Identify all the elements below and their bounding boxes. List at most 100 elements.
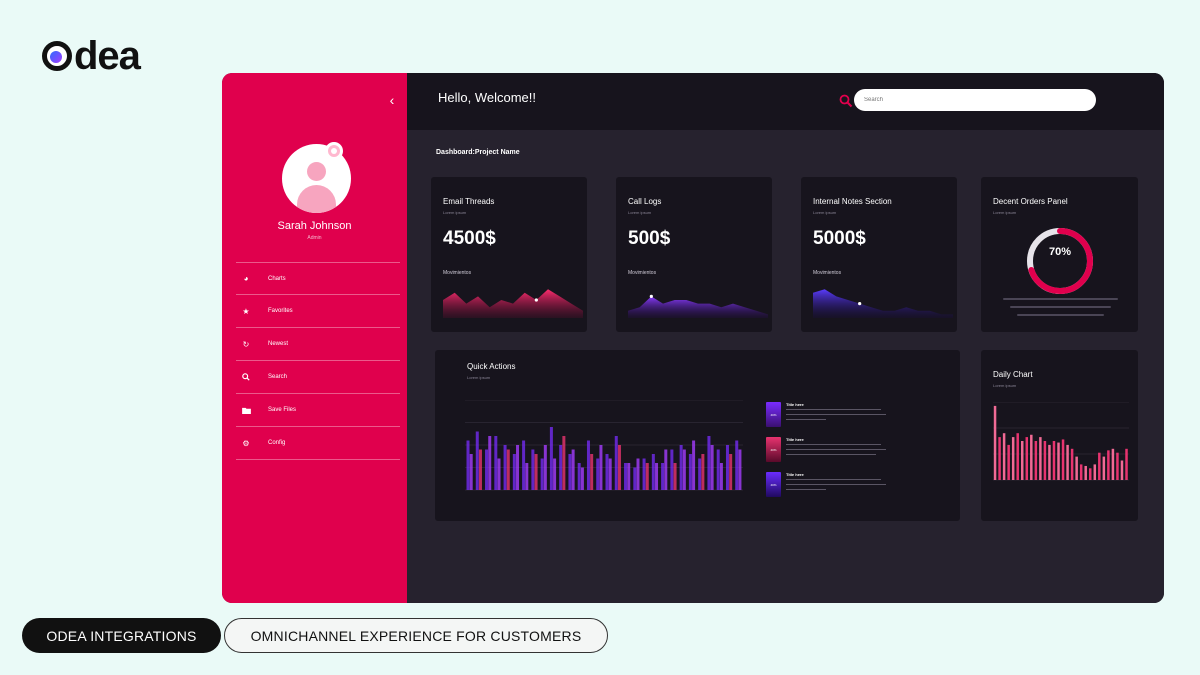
card-title: Decent Orders Panel [993, 197, 1068, 206]
daily-bar [1034, 441, 1038, 480]
quick-action-item[interactable]: 40% Title here [766, 437, 886, 465]
status-badge [325, 142, 343, 160]
bar-series-1 [549, 427, 553, 490]
card-title: Call Logs [628, 197, 662, 206]
bar-series-1 [568, 454, 572, 490]
bar-series-2 [488, 436, 492, 490]
brand-logo: dea [42, 36, 141, 76]
sparkline-area [443, 289, 583, 318]
bar-series-2 [571, 449, 575, 490]
sidebar-item-save-files[interactable]: Save Files [236, 394, 400, 427]
breadcrumb: Dashboard:Project Name [436, 149, 520, 156]
bar-series-2 [701, 454, 705, 490]
bar-series-1 [503, 445, 507, 490]
quick-action-item[interactable]: 40% Title here [766, 472, 886, 500]
bar-series-2 [645, 463, 649, 490]
daily-bar [1066, 444, 1069, 480]
bar-series-1 [624, 463, 628, 490]
daily-bar [1007, 444, 1010, 480]
card-subtitle: Lorem ipsum [993, 383, 1017, 388]
internal-notes-card[interactable]: Internal Notes Section Lorem ipsum 5000$… [801, 177, 957, 332]
bar-series-1 [716, 449, 720, 490]
sparkline-chart [813, 289, 953, 318]
bar-series-1 [512, 454, 516, 490]
bar-series-2 [478, 449, 482, 490]
search-icon [241, 372, 251, 382]
bar-series-1 [642, 458, 646, 490]
search-icon[interactable] [839, 94, 853, 108]
daily-bar [1048, 444, 1051, 480]
email-threads-card[interactable]: Email Threads Lorem ipsum 4500$ Movimien… [431, 177, 587, 332]
daily-bar [1021, 441, 1024, 480]
sidebar-item-newest[interactable]: ↻ Newest [236, 328, 400, 361]
daily-bar [998, 437, 1001, 480]
bar-series-1 [651, 454, 655, 490]
card-title: Quick Actions [467, 362, 516, 371]
refresh-icon: ↻ [242, 339, 250, 349]
bar-series-2 [729, 454, 733, 490]
daily-bar [993, 405, 997, 480]
quick-action-title: Title here [786, 402, 804, 407]
daily-bar [1061, 439, 1065, 480]
bar-series-2 [469, 454, 473, 490]
sidebar-item-label: Newest [268, 341, 289, 347]
bar-series-1 [586, 440, 590, 490]
bar-series-2 [719, 463, 723, 490]
daily-bar [1052, 441, 1056, 480]
sidebar-item-label: Favorites [268, 308, 293, 314]
sidebar-item-search[interactable]: Search [236, 361, 400, 394]
bar-series-2 [599, 445, 603, 490]
dashboard-window: ‹ Sarah Johnson Admin ◕ Charts ★ Favorit… [222, 73, 1164, 603]
quick-action-item[interactable]: 40% Title here [766, 402, 886, 430]
card-movement-label: Movimientos [628, 270, 657, 276]
bar-series-1 [596, 458, 600, 490]
donut-percent-label: 70% [1048, 246, 1072, 258]
bar-series-2 [590, 454, 594, 490]
bar-series-2 [525, 463, 529, 490]
bar-series-1 [725, 445, 729, 490]
greeting: Hello, Welcome!! [438, 90, 537, 105]
donut-progress-arc [1027, 228, 1093, 294]
profile-role: Admin [307, 235, 322, 241]
daily-bar [1070, 448, 1074, 480]
daily-bar [1057, 442, 1060, 480]
sidebar-item-config[interactable]: ⚙ Config [236, 427, 400, 460]
quick-actions-bar-chart [465, 400, 743, 491]
tag-odea-integrations: ODEA INTEGRATIONS [22, 618, 221, 653]
bar-series-1 [670, 449, 674, 490]
star-icon: ★ [242, 306, 250, 316]
bar-series-2 [516, 445, 520, 490]
bar-series-2 [655, 463, 659, 490]
sidebar-item-label: Search [268, 374, 288, 380]
card-subtitle: Lorem ipsum [628, 210, 652, 215]
bar-series-2 [580, 467, 584, 490]
sidebar-item-favorites[interactable]: ★ Favorites [236, 295, 400, 328]
bar-series-2 [682, 449, 686, 490]
bar-series-1 [494, 436, 498, 490]
quick-action-thumb: 40% [766, 437, 781, 462]
daily-bar [1107, 450, 1110, 480]
daily-bar-chart [993, 402, 1129, 481]
orders-panel-card[interactable]: Decent Orders Panel Lorem ipsum 70% [981, 177, 1138, 332]
daily-bar [1089, 468, 1092, 480]
bar-series-1 [485, 449, 489, 490]
daily-bar [1030, 434, 1033, 480]
bar-series-1 [661, 463, 665, 490]
daily-bar [1084, 465, 1087, 480]
bar-series-2 [627, 463, 631, 490]
bar-series-1 [540, 458, 544, 490]
card-subtitle: Lorem ipsum [467, 375, 491, 380]
search-input[interactable] [854, 89, 1096, 111]
chevron-left-icon[interactable]: ‹ [389, 92, 395, 108]
sidebar-item-charts[interactable]: ◕ Charts [236, 262, 400, 295]
pie-chart-icon: ◕ [243, 274, 249, 283]
top-bar: Hello, Welcome!! [407, 73, 1164, 130]
odea-logo-o-icon [42, 41, 72, 71]
bar-series-1 [698, 458, 702, 490]
call-logs-card[interactable]: Call Logs Lorem ipsum 500$ Movimientos [616, 177, 772, 332]
daily-bar [1043, 441, 1047, 480]
card-subtitle: Lorem ipsum [993, 210, 1017, 215]
daily-bar [1102, 456, 1106, 480]
bar-series-1 [531, 449, 535, 490]
card-value: 4500$ [443, 228, 496, 249]
